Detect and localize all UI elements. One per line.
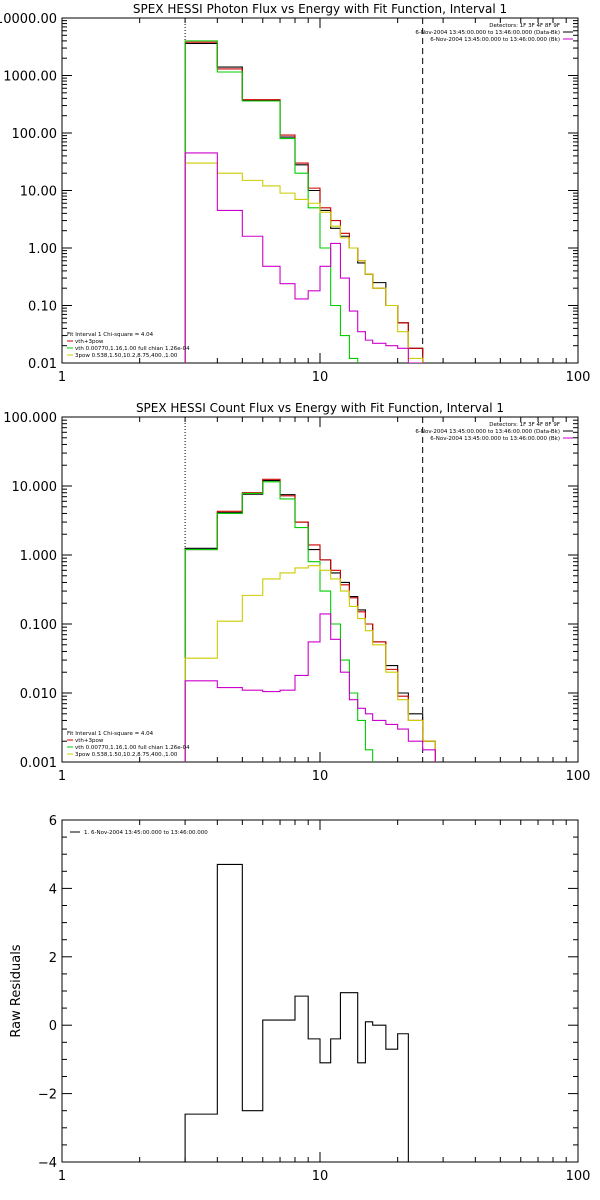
y-tick-label: 0 <box>49 1019 57 1034</box>
series-line-4 <box>184 613 436 762</box>
series-line-0 <box>184 479 436 762</box>
y-tick-label: 10.00 <box>20 185 57 200</box>
y-tick-label: 0.10 <box>28 300 57 315</box>
y-tick-label: 100.00 <box>12 127 58 142</box>
y-tick-label: 0.100 <box>20 618 57 633</box>
y-tick-label: 0.001 <box>20 756 57 771</box>
legend-entry: 3pow 0.538,1.50,10.2,8.75,400.,1.00 <box>75 353 178 359</box>
legend-entry: 6-Nov-2004 13:45:00.000 to 13:46:00.000 … <box>415 30 560 36</box>
x-tick-label: 10 <box>312 769 329 784</box>
legend-entry: Fit Interval 1 Chi-square = 4.04 <box>67 731 154 737</box>
series-line-0 <box>184 42 424 363</box>
series-group <box>184 863 409 1162</box>
residuals-panel: 1 10 100 −4 −2 0 2 4 6 Raw Residuals 1. 6-Nov-2004… <box>9 814 590 1184</box>
y-tick-label: 1.000 <box>20 549 57 564</box>
y-tick-label: 6 <box>49 814 57 829</box>
y-tick-label: 2 <box>49 951 57 966</box>
series-line-1 <box>184 41 424 363</box>
legend-entry: 6-Nov-2004 13:45:00.000 to 13:46:00.000 … <box>430 37 560 43</box>
y-tick-label: 0.010 <box>20 687 57 702</box>
y-tick-label: −2 <box>38 1088 57 1103</box>
count-flux-panel: SPEX HESSI Count Flux vs Energy with Fit… <box>3 401 590 784</box>
legend-entry: vth 0.00770,1.16,1.00 full chian 1.26e-0… <box>75 346 190 352</box>
legend-entry: vth+3pow <box>75 738 104 744</box>
y-axis-label: Raw Residuals <box>9 944 24 1037</box>
legend-entry: 6-Nov-2004 13:45:00.000 to 13:46:00.000 … <box>430 436 560 442</box>
plot-frame <box>61 819 579 1163</box>
x-tick-label: 10 <box>312 370 329 385</box>
y-tick-label: 4 <box>49 882 57 897</box>
y-tick-label: 0.01 <box>28 357 57 372</box>
y-tick-label: 100.000 <box>3 411 57 426</box>
x-tick-label: 1 <box>58 1169 66 1184</box>
x-tick-label: 100 <box>566 769 591 784</box>
chart-title: SPEX HESSI Count Flux vs Energy with Fit… <box>136 401 504 415</box>
y-tick-label: −4 <box>38 1156 57 1171</box>
y-tick-label: 10000.00 <box>0 12 57 27</box>
legend-entry: vth+3pow <box>75 339 104 345</box>
series-line-2 <box>184 481 374 762</box>
series-line-3 <box>184 565 436 762</box>
legend-entry: 1. 6-Nov-2004 13:45:00.000 to 13:46:00.0… <box>84 830 208 836</box>
legend-entry: Detectors: 1F 3F 4F 8F 9F <box>489 23 560 29</box>
x-tick-label: 1 <box>58 769 66 784</box>
series-line-2 <box>184 40 359 363</box>
y-tick-label: 1000.00 <box>3 70 57 85</box>
series-line-0 <box>184 863 409 1162</box>
legend-entry: vth 0.00770,1.16,1.00 full chian 1.26e-0… <box>75 745 190 751</box>
x-tick-label: 100 <box>566 1169 591 1184</box>
x-tick-label: 1 <box>58 370 66 385</box>
series-group <box>184 478 436 762</box>
legend-entry: 6-Nov-2004 13:45:00.000 to 13:46:00.000 … <box>415 429 560 435</box>
legend-entry: Fit Interval 1 Chi-square = 4.04 <box>67 332 154 338</box>
legend-entry: 3pow 0.538,1.50,10.2,8.75,400.,1.00 <box>75 752 178 758</box>
y-tick-label: 10.000 <box>12 480 58 495</box>
photon-flux-panel: SPEX HESSI Photon Flux vs Energy with Fi… <box>0 2 590 385</box>
x-tick-label: 100 <box>566 370 591 385</box>
series-line-3 <box>184 162 424 363</box>
chart-title: SPEX HESSI Photon Flux vs Energy with Fi… <box>133 2 507 16</box>
legend-entry: Detectors: 1F 3F 4F 8F 9F <box>489 422 560 428</box>
y-tick-label: 1.00 <box>28 242 57 257</box>
series-group <box>184 40 424 363</box>
x-tick-label: 10 <box>312 1169 329 1184</box>
series-line-4 <box>184 152 424 363</box>
